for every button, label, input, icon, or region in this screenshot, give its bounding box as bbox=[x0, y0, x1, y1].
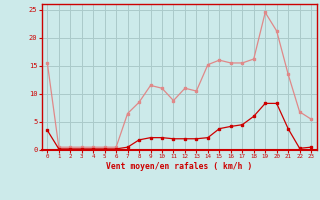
X-axis label: Vent moyen/en rafales ( km/h ): Vent moyen/en rafales ( km/h ) bbox=[106, 162, 252, 171]
